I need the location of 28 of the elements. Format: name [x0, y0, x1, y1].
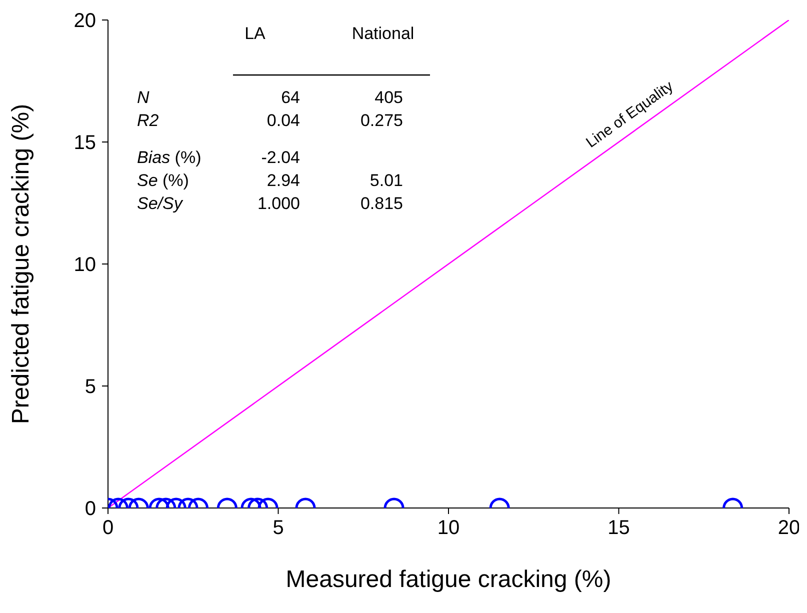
annotation: Bias (%) — [137, 148, 202, 167]
annotation: 0.275 — [359, 111, 403, 131]
annotation: Se/Sy — [137, 194, 182, 213]
annotation: 64 — [280, 88, 300, 108]
annotation: 5.01 — [368, 171, 403, 191]
annotation: 405 — [374, 88, 403, 108]
x-axis-title: Measured fatigue cracking (%) — [286, 566, 612, 593]
x-tick-label: 20 — [778, 517, 800, 540]
annotation: LA — [244, 24, 266, 44]
y-tick-label: 5 — [84, 376, 96, 398]
x-tick-label: 0 — [102, 517, 114, 540]
annotation: 0.815 — [359, 194, 403, 214]
annotation: 0.04 — [266, 111, 300, 131]
annotation: 1.000 — [256, 194, 300, 214]
y-tick-label: 15 — [74, 132, 96, 154]
y-tick-label: 20 — [74, 10, 96, 32]
annotation: Se (%) — [137, 171, 189, 190]
annotation: 2.94 — [266, 171, 300, 191]
annotation: -2.04 — [261, 148, 300, 167]
x-tick-label: 15 — [608, 517, 630, 540]
annotation: National — [350, 24, 416, 44]
annotation: R2 — [137, 111, 159, 130]
y-axis-title: Predicted fatigue cracking (%) — [8, 104, 35, 424]
x-tick-label: 10 — [437, 517, 460, 540]
annotation: N — [137, 88, 150, 107]
y-tick-label: 10 — [74, 254, 96, 276]
x-tick-label: 5 — [272, 517, 284, 540]
y-tick-label: 0 — [84, 498, 96, 520]
